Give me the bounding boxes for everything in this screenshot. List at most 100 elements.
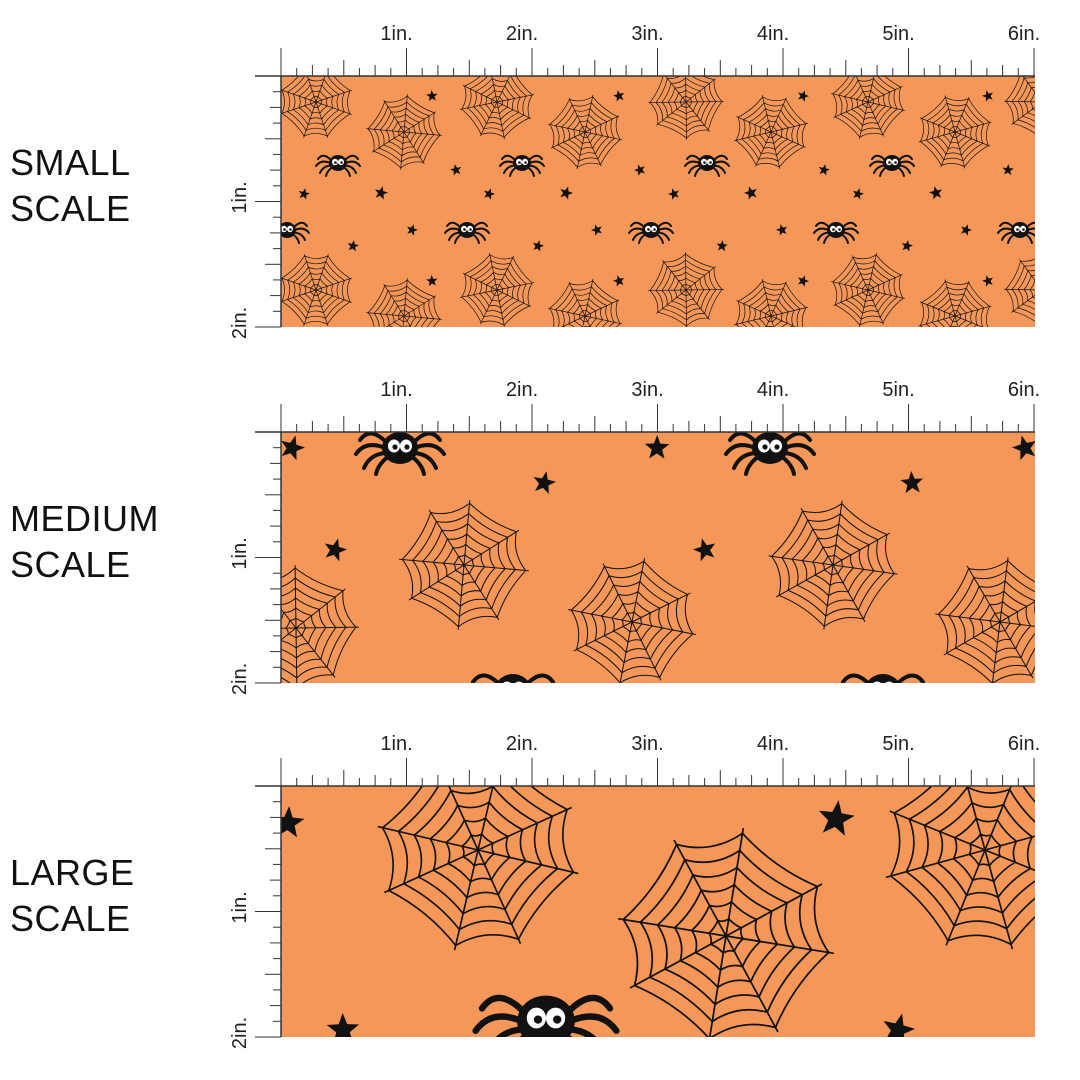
horizontal-ruler	[255, 404, 1035, 433]
spider-icon	[869, 154, 915, 177]
scale-label-large: LARGE SCALE	[10, 850, 135, 942]
spider-web-icon	[918, 279, 992, 327]
spider-web-icon	[734, 95, 808, 169]
spider-eyes	[516, 158, 528, 166]
scale-label-line1: MEDIUM	[10, 498, 159, 539]
star-icon	[901, 240, 913, 252]
star-icon	[716, 240, 728, 252]
star-icon	[407, 224, 418, 236]
scale-label-line1: LARGE	[10, 852, 135, 893]
scale-label-small: SMALL SCALE	[10, 140, 131, 232]
spider-web-icon	[547, 94, 623, 170]
star-icon	[929, 186, 943, 200]
spider-icon	[444, 221, 490, 244]
ruler-label-horizontal: 4in.	[757, 379, 789, 401]
spider-icon	[628, 221, 674, 244]
ruler-label-horizontal: 5in.	[882, 733, 914, 755]
fabric-swatch	[281, 786, 1035, 1037]
ruler-label-horizontal: 3in.	[631, 379, 663, 401]
star-icon	[532, 240, 544, 252]
star-icon	[798, 90, 810, 102]
spider-eyes	[461, 225, 473, 233]
star-icon	[798, 275, 810, 287]
ruler-panel-medium: 1in. 2in. 3in. 4in. 5in. 6in. 1in. 2in.	[229, 379, 1040, 695]
star-icon	[326, 1013, 360, 1037]
spider-eyes	[701, 158, 713, 166]
spider-web-icon	[366, 278, 442, 327]
star-icon	[281, 806, 305, 838]
spider-eyes	[886, 158, 898, 166]
fabric-pattern	[281, 432, 1035, 683]
star-icon	[1012, 435, 1035, 461]
star-icon	[613, 90, 625, 102]
spider-web-icon	[734, 279, 808, 327]
spider-web-icon	[918, 95, 992, 169]
star-icon	[347, 240, 359, 252]
scale-label-line1: SMALL	[10, 142, 131, 183]
spider-web-icon	[281, 76, 352, 138]
ruler-label-vertical: 1in.	[229, 181, 251, 213]
spider-eyes	[281, 225, 293, 233]
ruler-label-vertical: 1in.	[229, 891, 251, 923]
star-icon	[693, 538, 716, 562]
section-medium-scale: MEDIUM SCALE 1in. 2in. 3in. 4in. 5in. 6in. 1in…	[0, 356, 1080, 695]
spider-web-icon	[399, 500, 529, 630]
ruler-label-horizontal: 4in.	[757, 23, 789, 45]
ruler-panel-small: 1in. 2in. 3in. 4in. 5in. 6in. 1in. 2in.	[229, 23, 1040, 339]
star-icon	[484, 188, 496, 200]
horizontal-ruler	[255, 758, 1035, 787]
star-icon	[426, 90, 438, 102]
star-icon	[560, 186, 574, 200]
star-icon	[818, 164, 830, 176]
star-icon	[743, 186, 757, 200]
section-small-scale: SMALL SCALE 1in. 2in. 3in. 4in. 5in. 6in. 1in.…	[0, 0, 1080, 339]
spider-web-icon	[377, 786, 579, 951]
star-icon	[776, 224, 788, 236]
ruler-label-vertical: 1in.	[229, 537, 251, 569]
star-icon	[374, 186, 388, 200]
ruler-label-horizontal: 5in.	[882, 379, 914, 401]
section-large-scale: LARGE SCALE 1in. 2in. 3in. 4in. 5in. 6in. 1in.…	[0, 710, 1080, 1049]
star-icon	[667, 188, 679, 200]
ruler-label-horizontal: 6in.	[1008, 23, 1040, 45]
star-icon	[852, 188, 864, 200]
ruler-label-horizontal: 1in.	[380, 379, 412, 401]
spider-icon	[354, 432, 446, 476]
star-icon	[1002, 164, 1014, 176]
spider-web-icon	[648, 76, 724, 140]
scale-label-line2: SCALE	[10, 188, 131, 229]
star-icon	[450, 164, 462, 176]
spider-eyes	[332, 158, 344, 166]
ruler-label-vertical: 2in.	[229, 1017, 251, 1049]
spider-icon	[841, 673, 925, 683]
ruler-label-horizontal: 3in.	[631, 733, 663, 755]
spider-web-icon	[1004, 253, 1035, 327]
spider-eyes	[1014, 225, 1026, 233]
spider-eyes	[645, 225, 657, 233]
vertical-ruler	[255, 785, 282, 1038]
spider-eyes	[388, 439, 412, 453]
star-icon	[613, 275, 625, 287]
vertical-ruler	[255, 431, 282, 684]
ruler-label-horizontal: 2in.	[506, 379, 538, 401]
star-icon	[533, 471, 556, 494]
spider-web-icon	[768, 500, 898, 630]
spider-icon	[471, 673, 555, 683]
ruler-label-horizontal: 1in.	[380, 23, 412, 45]
spider-eyes	[873, 681, 893, 683]
ruler-label-horizontal: 6in.	[1008, 733, 1040, 755]
spider-icon	[813, 221, 859, 244]
fabric-pattern	[281, 786, 1035, 1037]
fabric-swatch	[281, 76, 1035, 327]
spider-eyes	[526, 1007, 566, 1029]
ruler-label-horizontal: 6in.	[1008, 379, 1040, 401]
star-icon	[900, 471, 924, 494]
star-icon	[634, 164, 645, 176]
star-icon	[982, 275, 993, 287]
scale-label-line2: SCALE	[10, 544, 131, 585]
ruler-label-vertical: 2in.	[229, 307, 251, 339]
spider-web-icon	[459, 76, 535, 140]
spider-eyes	[758, 439, 782, 453]
ruler-label-horizontal: 1in.	[380, 733, 412, 755]
ruler-label-horizontal: 2in.	[506, 23, 538, 45]
